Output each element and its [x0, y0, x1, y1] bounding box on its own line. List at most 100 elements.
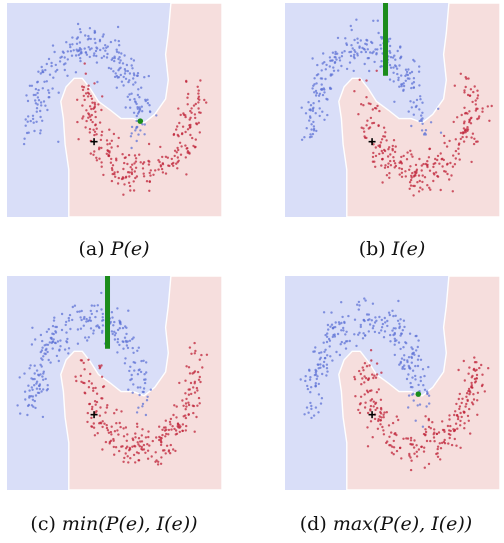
- point-blue: [36, 103, 39, 106]
- point-red: [89, 152, 93, 155]
- point-red: [382, 413, 385, 416]
- point-blue: [78, 41, 82, 44]
- point-red: [380, 371, 383, 374]
- point-blue: [349, 24, 352, 28]
- point-blue: [67, 347, 71, 350]
- point-blue: [312, 414, 316, 417]
- point-red: [174, 449, 177, 453]
- point-red: [402, 154, 405, 158]
- point-blue: [388, 44, 392, 48]
- point-blue: [95, 54, 98, 58]
- point-red: [124, 452, 127, 455]
- point-blue: [54, 325, 57, 329]
- point-blue: [104, 49, 107, 52]
- point-red: [408, 454, 411, 457]
- point-blue: [47, 358, 50, 362]
- point-red: [413, 170, 416, 174]
- point-blue: [127, 309, 130, 312]
- point-red: [140, 440, 144, 443]
- point-red: [470, 385, 473, 389]
- point-red: [459, 424, 462, 427]
- point-red: [137, 459, 140, 462]
- point-blue: [133, 369, 136, 372]
- point-blue: [78, 310, 81, 313]
- panel-d: [285, 276, 500, 490]
- point-red: [192, 104, 196, 107]
- point-red: [102, 173, 105, 177]
- point-red: [187, 388, 190, 391]
- point-blue: [313, 373, 317, 377]
- point-red: [458, 392, 461, 396]
- point-blue: [54, 330, 57, 333]
- point-red: [92, 426, 96, 429]
- point-red: [427, 425, 431, 429]
- point-red: [462, 359, 465, 363]
- point-red: [193, 341, 196, 345]
- point-blue: [355, 18, 358, 21]
- point-blue: [338, 59, 342, 62]
- point-blue: [391, 329, 394, 332]
- series-blue-moon: [22, 22, 158, 150]
- point-blue: [143, 76, 146, 79]
- point-blue: [394, 327, 397, 330]
- point-red: [112, 132, 116, 136]
- point-blue: [106, 52, 109, 56]
- point-blue: [101, 312, 105, 316]
- point-red: [123, 161, 126, 165]
- point-red: [393, 150, 397, 154]
- point-blue: [376, 48, 379, 51]
- point-blue: [44, 104, 47, 107]
- point-blue: [39, 333, 43, 337]
- point-red: [133, 154, 137, 157]
- point-red: [409, 149, 412, 152]
- point-blue: [343, 320, 346, 324]
- point-blue: [89, 327, 93, 330]
- point-red: [423, 176, 427, 179]
- point-red: [196, 370, 200, 374]
- point-red: [176, 156, 179, 159]
- point-red: [372, 405, 375, 408]
- point-blue: [378, 331, 381, 335]
- point-blue: [140, 105, 143, 108]
- point-blue: [69, 45, 72, 49]
- point-blue: [104, 44, 107, 47]
- point-blue: [378, 315, 381, 319]
- point-red: [378, 152, 381, 156]
- point-red: [95, 392, 99, 395]
- point-blue: [110, 330, 114, 333]
- point-blue: [324, 348, 327, 351]
- point-red: [463, 91, 466, 94]
- point-red: [193, 146, 197, 149]
- point-red: [170, 157, 173, 161]
- point-blue: [135, 119, 138, 123]
- point-red: [82, 381, 85, 384]
- point-blue: [141, 390, 144, 394]
- point-red: [83, 368, 86, 371]
- point-red: [98, 157, 101, 160]
- point-blue: [101, 324, 105, 327]
- caption-c-label: (c): [30, 513, 56, 535]
- point-red: [375, 373, 379, 376]
- point-blue: [370, 319, 373, 322]
- point-red: [198, 375, 201, 379]
- point-blue: [402, 84, 406, 88]
- point-blue: [55, 354, 59, 358]
- point-blue: [344, 333, 347, 336]
- point-blue: [351, 47, 354, 50]
- point-red: [182, 112, 185, 115]
- point-blue: [101, 316, 104, 319]
- point-blue: [391, 309, 394, 312]
- point-red: [441, 165, 444, 168]
- point-blue: [312, 127, 316, 131]
- point-blue: [401, 329, 404, 332]
- point-blue: [148, 110, 152, 113]
- point-red: [166, 156, 169, 159]
- point-blue: [418, 403, 422, 406]
- point-blue: [376, 19, 379, 22]
- point-red: [133, 170, 136, 173]
- point-red: [100, 165, 103, 168]
- point-blue: [26, 413, 29, 417]
- point-blue: [52, 338, 55, 341]
- point-red: [154, 451, 157, 454]
- point-red: [448, 436, 451, 440]
